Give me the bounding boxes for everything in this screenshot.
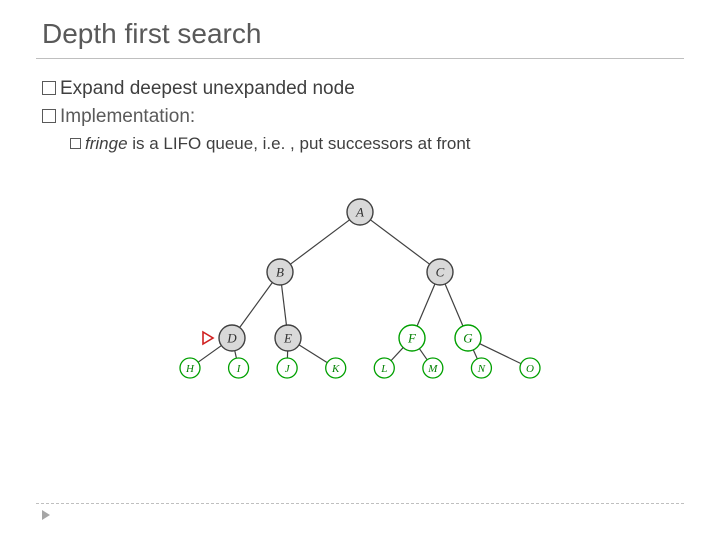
bullet-list: Expand deepest unexpanded node Implement… <box>42 76 471 156</box>
svg-text:F: F <box>407 331 417 346</box>
tree-diagram: ABCDEFGHIJKLMNO <box>160 190 560 390</box>
footer-dashed-line <box>36 503 684 504</box>
svg-text:L: L <box>380 363 387 375</box>
bullet-expand-text: Expand deepest unexpanded node <box>60 78 355 99</box>
svg-text:H: H <box>185 363 195 375</box>
bullet-implementation-text: Implementation: <box>60 106 195 127</box>
bullet-implementation: Implementation: <box>42 104 471 130</box>
svg-text:N: N <box>477 363 486 375</box>
svg-text:E: E <box>283 331 292 346</box>
svg-text:D: D <box>226 331 237 346</box>
slide-title: Depth first search <box>42 18 261 50</box>
bullet-square-icon <box>42 109 56 123</box>
svg-text:B: B <box>276 265 284 280</box>
subbullet-fringe-word: fringe <box>85 134 128 153</box>
svg-text:G: G <box>463 331 473 346</box>
footer-triangle-icon <box>42 510 50 520</box>
subbullet-square-icon <box>70 138 81 149</box>
svg-text:M: M <box>427 363 438 375</box>
svg-text:O: O <box>526 363 534 375</box>
bullet-expand: Expand deepest unexpanded node <box>42 76 471 102</box>
subbullet-fringe: fringe is a LIFO queue, i.e. , put succe… <box>70 133 471 156</box>
svg-text:K: K <box>331 363 340 375</box>
subbullet-rest: is a LIFO queue, i.e. , put successors a… <box>128 134 471 153</box>
svg-text:C: C <box>436 265 445 280</box>
svg-text:A: A <box>355 205 364 220</box>
title-underline <box>36 58 684 59</box>
bullet-square-icon <box>42 81 56 95</box>
